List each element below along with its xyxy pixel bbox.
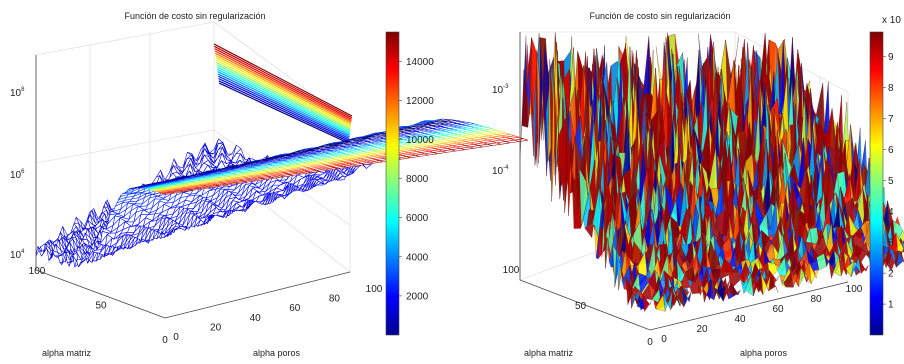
chart-left-colorbar-tick: 10000 xyxy=(406,135,434,146)
chart-right-colorbar-tick: 9 xyxy=(888,52,894,63)
chart-left-title: Función de costo sin regularización xyxy=(124,11,265,21)
chart-left-y-ticks: 0 50 100 xyxy=(29,266,169,346)
chart-right-x-tick: 100 xyxy=(846,284,863,295)
chart-left-xlabel: alpha poros xyxy=(253,348,301,358)
chart-left-z-ticks: 104 106 108 xyxy=(10,87,25,261)
chart-right-colorbar-tick: 7 xyxy=(888,114,894,125)
chart-left-y-tick: 100 xyxy=(29,266,46,277)
chart-left-z-tick: 104 xyxy=(10,249,25,261)
chart-left-x-tick: 40 xyxy=(250,313,262,324)
chart-right-surface-layer xyxy=(519,32,904,313)
chart-right-x-tick: 20 xyxy=(696,324,708,335)
chart-right-colorbar-tick: 3 xyxy=(888,238,894,249)
chart-right-z-tick: 10-4 xyxy=(492,165,509,177)
chart-left-x-tick: 60 xyxy=(289,303,301,314)
chart-right-colorbar-ticks: 1 2 3 4 5 6 7 8 9 xyxy=(883,52,894,311)
chart-right-colorbar-multiplier: x 10 xyxy=(882,15,901,26)
chart-left-z-tick: 106 xyxy=(10,169,25,181)
chart-left-colorbar-tick: 14000 xyxy=(406,57,434,68)
chart-left-surface-layer xyxy=(35,43,529,268)
chart-left-x-tick: 0 xyxy=(173,332,179,343)
chart-right-x-tick: 40 xyxy=(734,314,746,325)
chart-left-colorbar-tick: 8000 xyxy=(406,174,429,185)
chart-right-x-tick: 60 xyxy=(772,304,784,315)
chart-right-y-tick: 100 xyxy=(503,265,520,276)
chart-right-z-tick: 10-3 xyxy=(492,84,509,96)
chart-right-colorbar-tick: 2 xyxy=(888,269,894,280)
chart-right-colorbar-tick: 6 xyxy=(888,145,894,156)
chart-right-x-tick: 0 xyxy=(661,334,667,345)
chart-right-ylabel: alpha matriz xyxy=(524,348,574,358)
chart-left-z-tick: 108 xyxy=(10,87,25,99)
chart-right-x-ticks: 0 20 40 60 80 100 xyxy=(661,284,863,345)
chart-right-x-tick: 80 xyxy=(810,294,822,305)
chart-left-colorbar-ticks: 2000 4000 6000 8000 10000 12000 14000 xyxy=(399,57,434,302)
chart-left: Función de costo sin regularización 1041… xyxy=(10,11,529,358)
chart-right-title: Función de costo sin regularización xyxy=(589,11,730,21)
chart-right-y-ticks: 0 50 100 xyxy=(503,265,654,348)
chart-right-y-tick: 50 xyxy=(575,301,587,312)
chart-left-colorbar-tick: 6000 xyxy=(406,213,429,224)
chart-left-y-tick: 0 xyxy=(162,335,168,346)
chart-left-x-ticks: 0 20 40 60 80 100 xyxy=(173,284,383,343)
chart-right-colorbar-tick: 8 xyxy=(888,83,894,94)
chart-left-colorbar-tick: 4000 xyxy=(406,252,429,263)
chart-right-colorbar xyxy=(869,31,884,336)
chart-left-y-tick: 50 xyxy=(95,301,107,312)
chart-left-ylabel: alpha matriz xyxy=(42,348,92,358)
chart-right-y-tick: 0 xyxy=(647,337,653,348)
chart-right: Función de costo sin regularización 10-4… xyxy=(492,11,904,358)
chart-left-colorbar-tick: 12000 xyxy=(406,96,434,107)
chart-right-xlabel: alpha poros xyxy=(740,348,788,358)
chart-right-colorbar-tick: 5 xyxy=(888,176,894,187)
chart-left-colorbar-tick: 2000 xyxy=(406,291,429,302)
chart-left-x-tick: 100 xyxy=(366,284,383,295)
chart-right-colorbar-tick: 1 xyxy=(888,300,894,311)
chart-left-box xyxy=(35,55,351,319)
chart-left-colorbar xyxy=(385,31,400,336)
chart-right-box xyxy=(519,32,849,331)
chart-left-x-tick: 80 xyxy=(329,294,341,305)
chart-right-colorbar-tick: 4 xyxy=(888,207,894,218)
chart-left-x-tick: 20 xyxy=(210,322,222,333)
